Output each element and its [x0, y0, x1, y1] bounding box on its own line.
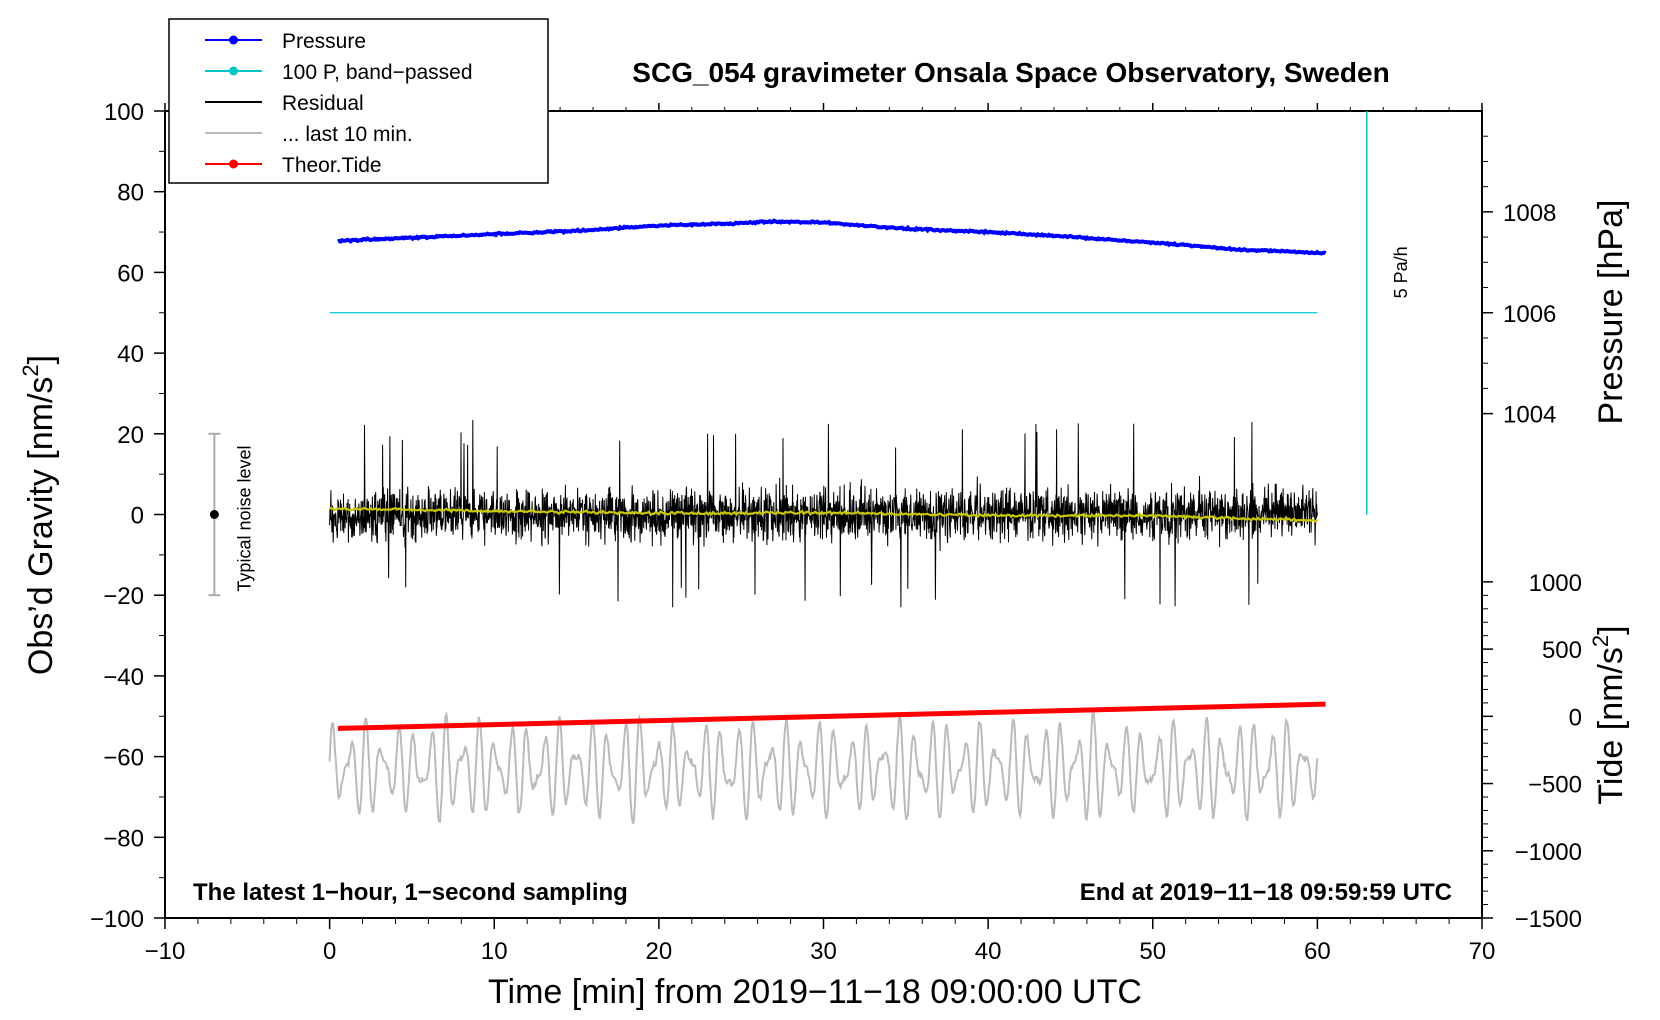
legend-swatch-marker [229, 66, 238, 76]
y-tick-label: 20 [117, 422, 144, 449]
legend-label: Residual [282, 92, 364, 115]
y-tick-label: −100 [90, 906, 144, 933]
x-axis-title: Time [min] from 2019−11−18 09:00:00 UTC [488, 973, 1142, 1011]
chart-title: SCG_054 gravimeter Onsala Space Observat… [632, 57, 1389, 88]
series-last-10-min [328, 708, 1319, 825]
tide-tick-label: −500 [1528, 772, 1582, 799]
x-tick-label: 60 [1304, 938, 1331, 965]
series-residual-smoothed [329, 506, 1319, 524]
axes-layer: −10 0 10 20 30 40 50 60 70−100−80−60−40−20020406… [90, 99, 1582, 965]
x-tick-label: 70 [1469, 938, 1496, 965]
tide-tick-label: −1000 [1515, 839, 1582, 866]
y-tick-label: 40 [117, 341, 144, 368]
end-time-note: End at 2019−11−18 09:59:59 UTC [1080, 879, 1452, 906]
series-pressure [337, 218, 1327, 256]
pressure-tick-label: 1008 [1503, 200, 1556, 227]
y-tick-label: 80 [117, 180, 144, 207]
x-tick-label: 20 [646, 938, 673, 965]
y-axis-title: Obs’d Gravity [nm/s2] [18, 355, 60, 675]
legend-label: 100 P, band−passed [282, 61, 473, 84]
tide-tick-label: 0 [1569, 704, 1582, 731]
legend-label: ... last 10 min. [282, 123, 413, 146]
series-residual [329, 419, 1318, 608]
legend: Pressure 100 P, band−passed Residual ... la… [168, 18, 549, 184]
x-tick-label: 30 [810, 938, 837, 965]
data-layer: 5 Pa/h Typical noise level [208, 111, 1411, 825]
y-tick-label: −20 [103, 583, 144, 610]
sampling-note: The latest 1−hour, 1−second sampling [193, 879, 628, 906]
tide-tick-label: −1500 [1515, 906, 1582, 933]
y-tick-label: 100 [104, 99, 144, 126]
y-tick-label: 60 [117, 260, 144, 287]
legend-swatch-marker [229, 35, 238, 45]
tide-tick-label: 500 [1542, 637, 1582, 664]
tide-axis-title-main: Tide [nm/s [1592, 647, 1630, 804]
pressure-tick-label: 1006 [1503, 301, 1556, 328]
scale-bar-label: 5 Pa/h [1391, 246, 1411, 298]
tide-axis-title-end: ] [1592, 625, 1630, 634]
y-axis-title-end: ] [22, 355, 60, 364]
y-tick-label: −80 [103, 825, 144, 852]
noise-bar-label: Typical noise level [234, 445, 254, 591]
x-tick-label: 10 [481, 938, 508, 965]
legend-label: Theor.Tide [282, 154, 382, 177]
y-axis-title-sup: 2 [18, 364, 43, 376]
pressure-tick-label: 1004 [1503, 402, 1556, 429]
y-tick-label: −60 [103, 745, 144, 772]
y-tick-label: 0 [131, 503, 144, 530]
noise-bar-center [209, 510, 219, 519]
legend-items: Pressure 100 P, band−passed Residual ... la… [205, 30, 473, 177]
legend-label: Pressure [282, 30, 366, 53]
y-tick-label: −40 [103, 664, 144, 691]
x-tick-label: 0 [323, 938, 336, 965]
tide-axis-title-sup: 2 [1588, 635, 1613, 647]
tide-axis-title: Tide [nm/s2] [1588, 625, 1630, 804]
legend-swatch-marker [229, 159, 238, 169]
pressure-axis-title: Pressure [hPa] [1592, 200, 1630, 425]
series-theor-tide [337, 701, 1326, 731]
x-tick-label: −10 [145, 938, 186, 965]
x-tick-label: 50 [1139, 938, 1166, 965]
tide-tick-label: 1000 [1529, 570, 1582, 597]
x-tick-label: 40 [975, 938, 1002, 965]
y-axis-title-main: Obs’d Gravity [nm/s [22, 377, 60, 676]
